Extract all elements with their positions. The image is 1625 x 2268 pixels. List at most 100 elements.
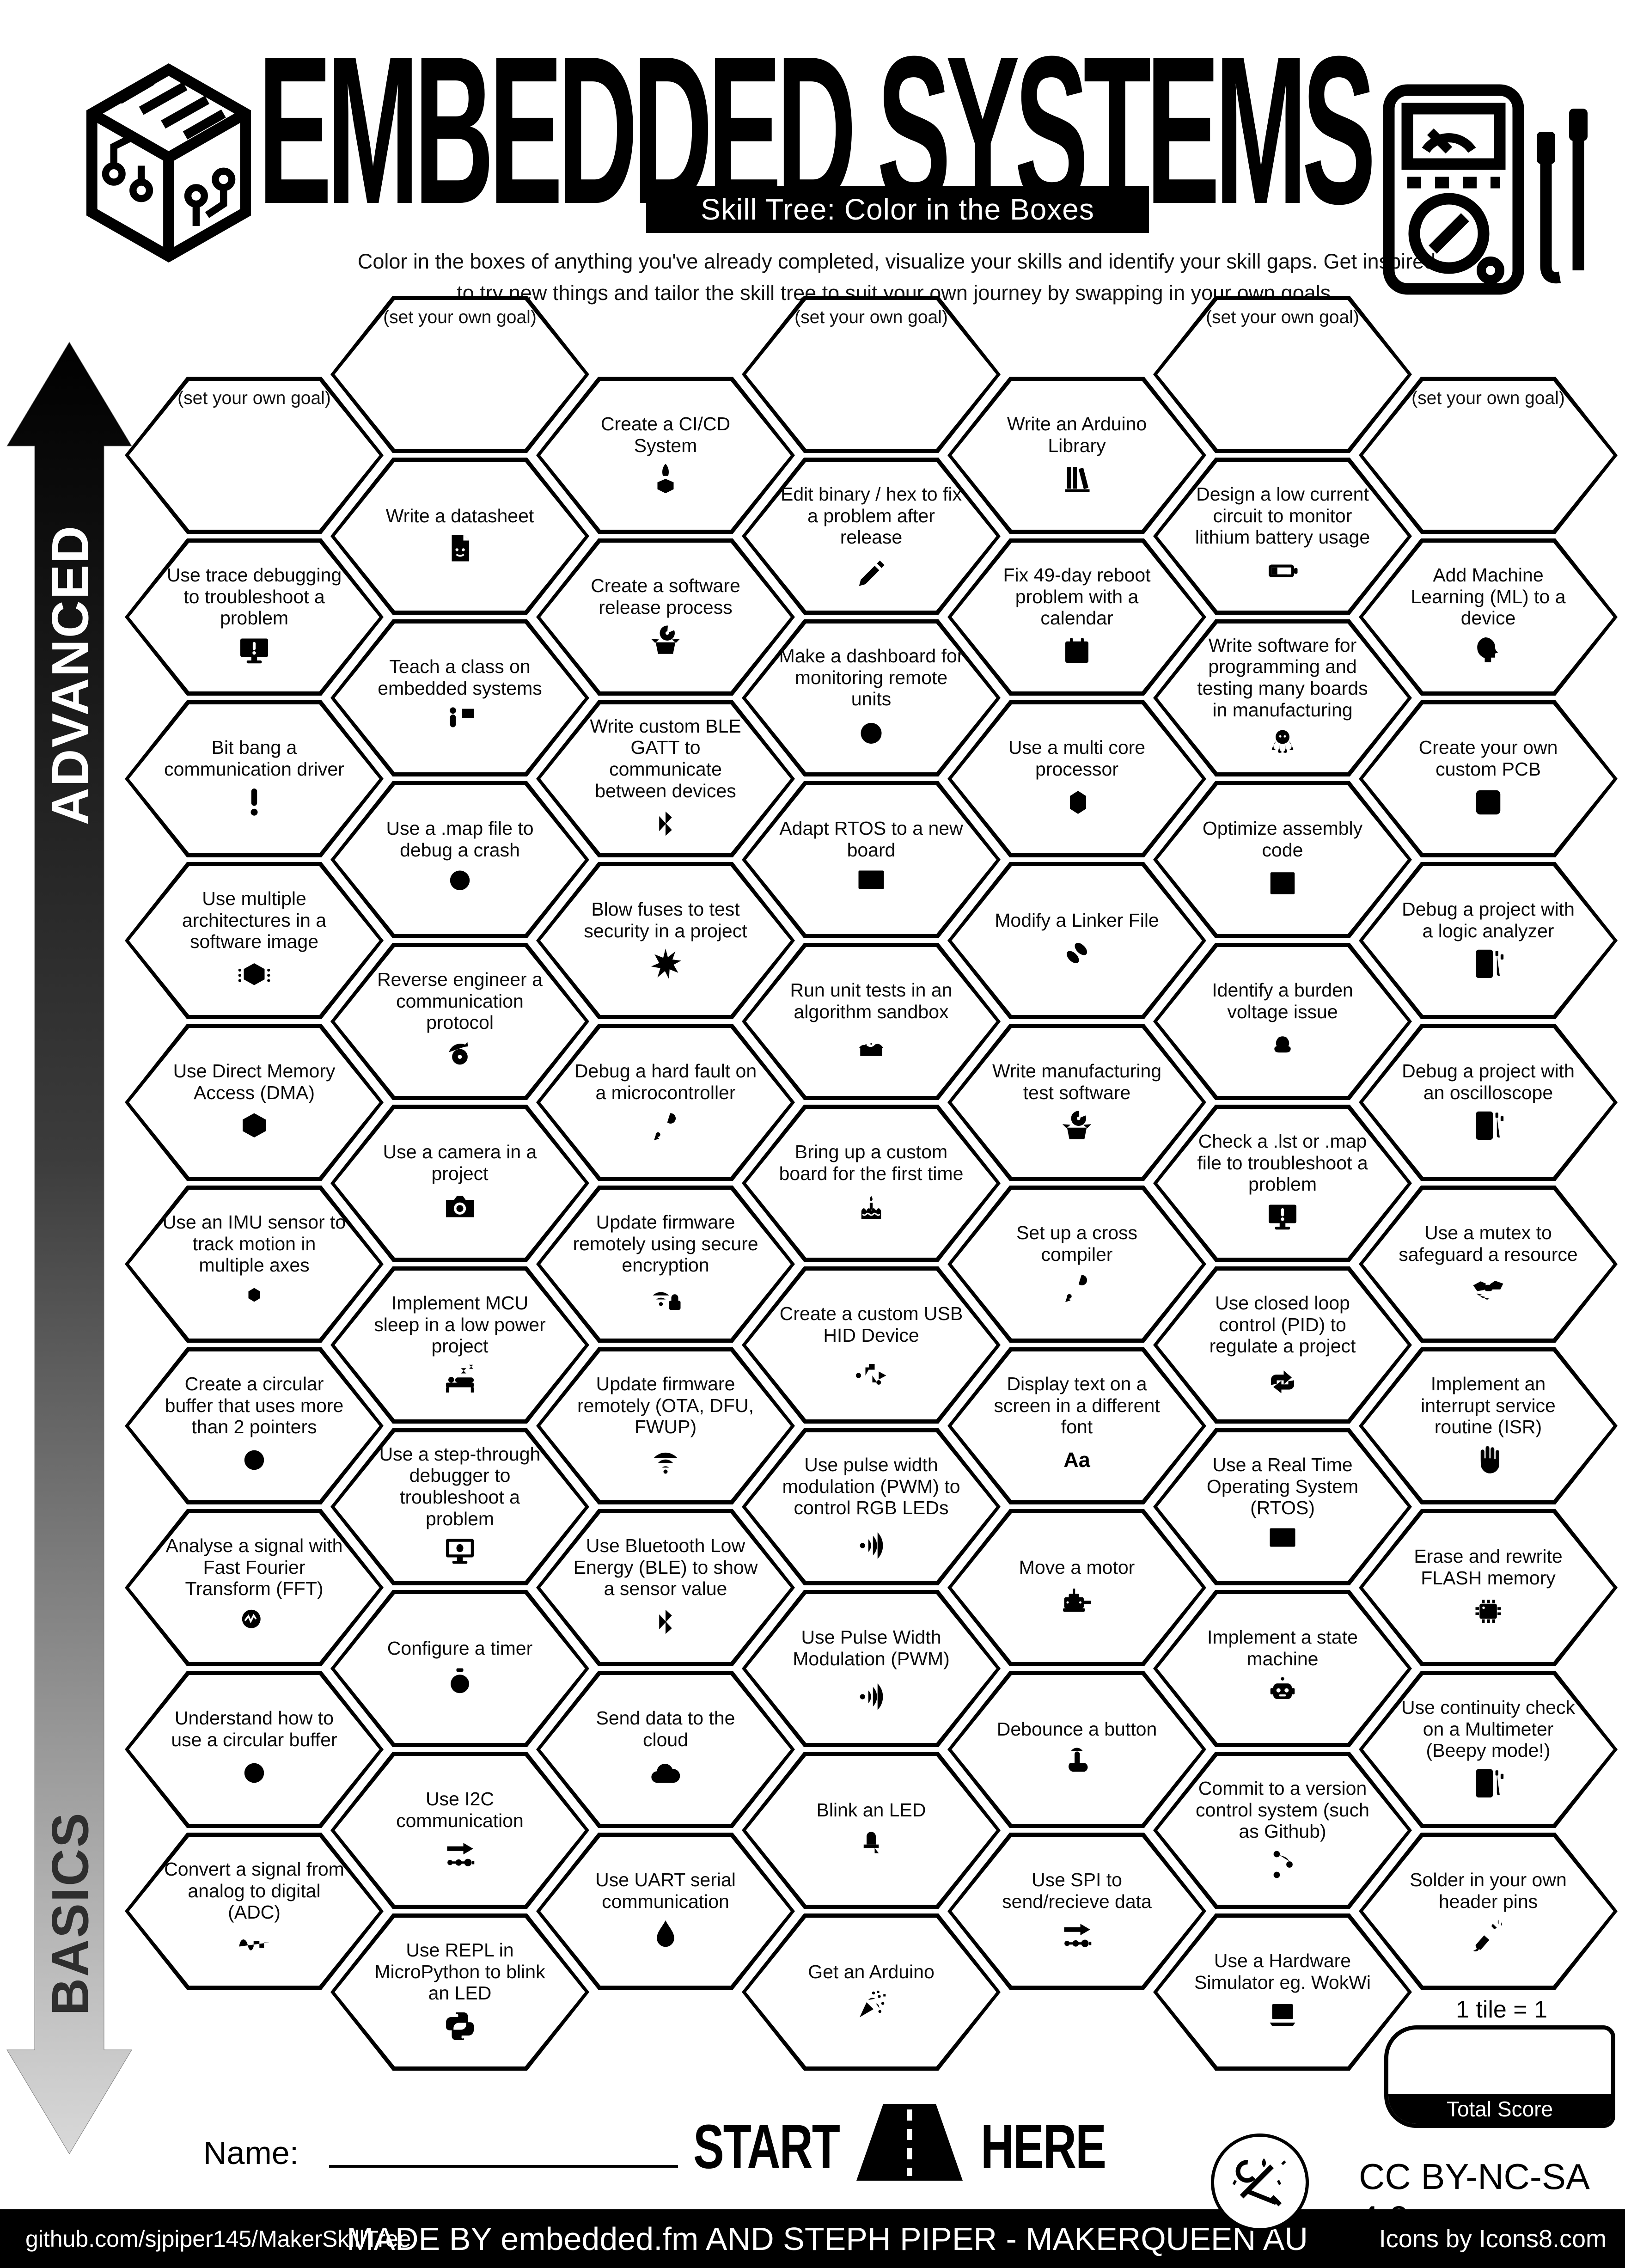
hex-tile[interactable]: Get an Arduino: [742, 1913, 1001, 2071]
hex-tile[interactable]: Understand how to use a circular buffer: [125, 1671, 384, 1828]
hex-tile[interactable]: Identify a burden voltage issue: [1153, 943, 1412, 1100]
hex-tile[interactable]: Write custom BLE GATT to communicate bet…: [536, 700, 795, 857]
hex-tile-fill: [129, 1675, 379, 1824]
hex-tile[interactable]: Add Machine Learning (ML) to a device: [1359, 538, 1618, 696]
hex-tile-fill: [1363, 543, 1613, 691]
hex-tile-fill: [746, 947, 996, 1096]
cake-icon: [853, 1188, 890, 1225]
hex-tile[interactable]: Use continuity check on a Multimeter (Be…: [1359, 1671, 1618, 1828]
hex-tile[interactable]: Use Direct Memory Access (DMA): [125, 1024, 384, 1181]
hex-tile[interactable]: Fix 49-day reboot problem with a calenda…: [947, 538, 1206, 696]
hex-tile[interactable]: Use a multi core processor: [947, 700, 1206, 857]
hex-tile[interactable]: Write an Arduino Library: [947, 377, 1206, 534]
hex-tile-label: Erase and rewrite FLASH memory: [1414, 1546, 1563, 1589]
hex-tile[interactable]: Write manufacturing test software: [947, 1024, 1206, 1181]
hex-tile[interactable]: Use a Real Time Operating System (RTOS): [1153, 1428, 1412, 1585]
hex-tile[interactable]: Use Pulse Width Modulation (PWM): [742, 1590, 1001, 1747]
hex-tile[interactable]: Implement a state machine: [1153, 1590, 1412, 1747]
hex-tile[interactable]: Use a Hardware Simulator eg. WokWi: [1153, 1913, 1412, 2071]
hex-tile-label: Debug a project with a logic analyzer: [1402, 899, 1575, 941]
hex-tile-label: Edit binary / hex to fix a problem after…: [781, 483, 962, 548]
monitor-bug-icon: [441, 1533, 478, 1570]
hex-tile[interactable]: Check a .lst or .map file to troubleshoo…: [1153, 1105, 1412, 1262]
hex-tile[interactable]: Optimize assembly code: [1153, 781, 1412, 938]
footer-github-link[interactable]: github.com/sjpiper145/MakerSkillTree: [25, 2225, 411, 2252]
hex-tile[interactable]: Run unit tests in an algorithm sandbox: [742, 943, 1001, 1100]
hex-tile[interactable]: Use closed loop control (PID) to regulat…: [1153, 1266, 1412, 1424]
hex-tile[interactable]: Use pulse width modulation (PWM) to cont…: [742, 1428, 1001, 1585]
hex-tile[interactable]: Create your own custom PCB: [1359, 700, 1618, 857]
hex-tile[interactable]: (set your own goal): [125, 377, 384, 534]
hex-tile[interactable]: Debug a project with a logic analyzer: [1359, 862, 1618, 1019]
hex-tile[interactable]: Make a dashboard for monitoring remote u…: [742, 619, 1001, 776]
cube3d-icon: [1058, 784, 1095, 821]
hex-tile[interactable]: Teach a class on embedded systems: [330, 619, 589, 776]
hex-tile[interactable]: Write a datasheet: [330, 458, 589, 615]
hex-tile-fill: [1157, 785, 1408, 934]
hex-tile-label: Commit to a version control system (such…: [1196, 1777, 1369, 1842]
hex-tile[interactable]: (set your own goal): [1359, 377, 1618, 534]
hex-tile[interactable]: Use an IMU sensor to track motion in mul…: [125, 1186, 384, 1343]
pwm-icon: [853, 1522, 890, 1559]
hex-tile[interactable]: Analyse a signal with Fast Fourier Trans…: [125, 1509, 384, 1666]
hex-tile[interactable]: Update firmware remotely (OTA, DFU, FWUP…: [536, 1347, 795, 1504]
hex-tile[interactable]: Use a mutex to safeguard a resource: [1359, 1186, 1618, 1343]
footer-icons-credit[interactable]: Icons by Icons8.com: [1379, 2225, 1607, 2253]
hex-tile[interactable]: Create a software release process: [536, 538, 795, 696]
hex-tile[interactable]: Update firmware remotely using secure en…: [536, 1186, 795, 1343]
hex-tile[interactable]: Create a custom USB HID Device: [742, 1266, 1001, 1424]
hex-tile[interactable]: Use REPL in MicroPython to blink an LED: [330, 1913, 589, 2071]
hex-tile[interactable]: Write software for programming and testi…: [1153, 619, 1412, 776]
hex-tile[interactable]: Adapt RTOS to a new board: [742, 781, 1001, 938]
hex-tile[interactable]: Move a motor: [947, 1509, 1206, 1666]
hex-tile[interactable]: (set your own goal): [742, 296, 1001, 453]
hex-tile[interactable]: Use SPI to send/recieve data: [947, 1833, 1206, 1990]
hex-tile[interactable]: Display text on a screen in a different …: [947, 1347, 1206, 1504]
hex-tile[interactable]: Edit binary / hex to fix a problem after…: [742, 458, 1001, 615]
hex-tile[interactable]: Use Bluetooth Low Energy (BLE) to show a…: [536, 1509, 795, 1666]
hex-tile[interactable]: (set your own goal): [330, 296, 589, 453]
hex-tile[interactable]: Use multiple architectures in a software…: [125, 862, 384, 1019]
total-score-box[interactable]: Total Score: [1384, 2025, 1615, 2128]
hex-tile[interactable]: Convert a signal from analog to digital …: [125, 1833, 384, 1990]
hex-tile-fill: [746, 1432, 996, 1581]
hex-tile[interactable]: Bit bang a communication driver: [125, 700, 384, 857]
hex-tile[interactable]: Modify a Linker File: [947, 862, 1206, 1019]
hex-tile[interactable]: Use I2C communication: [330, 1752, 589, 1909]
hex-tile-label: Use Bluetooth Low Energy (BLE) to show a…: [573, 1534, 758, 1600]
hex-tile-label: Implement a state machine: [1207, 1626, 1358, 1669]
hex-tile[interactable]: Bring up a custom board for the first ti…: [742, 1105, 1001, 1262]
hex-tile-label: Debug a project with an oscilloscope: [1402, 1060, 1575, 1103]
hex-tile[interactable]: Blink an LED: [742, 1752, 1001, 1909]
hex-tile[interactable]: Reverse engineer a communication protoco…: [330, 943, 589, 1100]
hex-tile[interactable]: Erase and rewrite FLASH memory: [1359, 1509, 1618, 1666]
hex-tile[interactable]: Use a step-through debugger to troublesh…: [330, 1428, 589, 1585]
hex-tile[interactable]: Debug a hard fault on a microcontroller: [536, 1024, 795, 1181]
hex-tile[interactable]: Implement an interrupt service routine (…: [1359, 1347, 1618, 1504]
hex-tile[interactable]: Commit to a version control system (such…: [1153, 1752, 1412, 1909]
hex-tile[interactable]: Blow fuses to test security in a project: [536, 862, 795, 1019]
hex-tile-fill: [129, 1190, 379, 1339]
hex-tile[interactable]: Create a CI/CD System: [536, 377, 795, 534]
hex-tile-label: Use a .map file to debug a crash: [386, 818, 534, 861]
hex-tile[interactable]: Configure a timer: [330, 1590, 589, 1747]
hex-tile[interactable]: Solder in your own header pins: [1359, 1833, 1618, 1990]
hex-tile[interactable]: Use UART serial communication: [536, 1833, 795, 1990]
hex-tile[interactable]: Debug a project with an oscilloscope: [1359, 1024, 1618, 1181]
name-input-line[interactable]: [329, 2165, 678, 2168]
subtitle-text: Skill Tree: Color in the Boxes: [701, 193, 1094, 226]
hex-tile[interactable]: Send data to the cloud: [536, 1671, 795, 1828]
hex-tile[interactable]: Create a circular buffer that uses more …: [125, 1347, 384, 1504]
hex-tile[interactable]: Debounce a button: [947, 1671, 1206, 1828]
bluetooth-icon: [647, 805, 684, 842]
hex-tile[interactable]: Set up a cross compiler: [947, 1186, 1206, 1343]
hex-tile[interactable]: Implement MCU sleep in a low power proje…: [330, 1266, 589, 1424]
hex-tile[interactable]: Use a .map file to debug a crash: [330, 781, 589, 938]
hex-tile[interactable]: Use trace debugging to troubleshoot a pr…: [125, 538, 384, 696]
hex-tile[interactable]: Design a low current circuit to monitor …: [1153, 458, 1412, 615]
git-icon: [1264, 1846, 1301, 1883]
hex-tile[interactable]: Use a camera in a project: [330, 1105, 589, 1262]
solder-icon: [1470, 1916, 1507, 1953]
hex-tile[interactable]: (set your own goal): [1153, 296, 1412, 453]
